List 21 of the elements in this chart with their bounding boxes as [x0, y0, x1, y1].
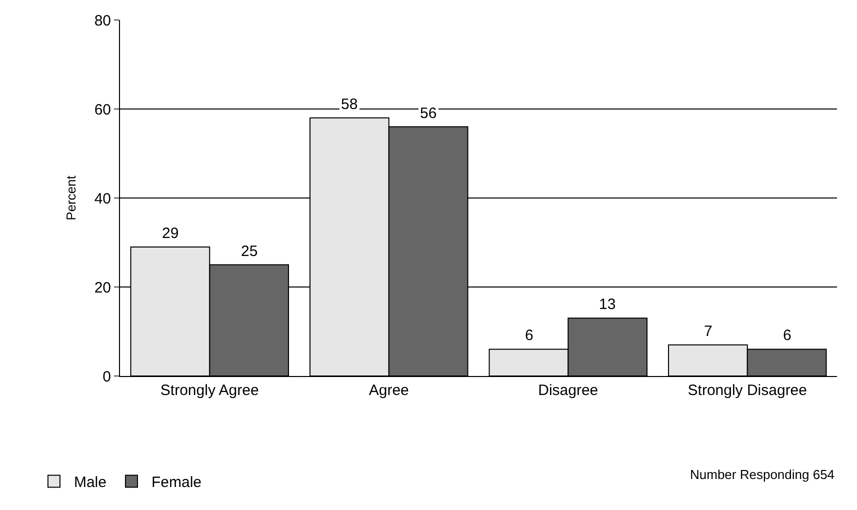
legend-label: Female: [151, 474, 202, 492]
y-tick-label: 20: [94, 279, 111, 296]
data-label: 25: [241, 243, 258, 260]
data-label: 7: [704, 323, 712, 340]
text: Number Responding 654: [690, 467, 835, 482]
x-tick-label: Agree: [368, 382, 409, 399]
data-label: 6: [783, 327, 792, 344]
x-tick-label: Strongly Disagree: [688, 382, 807, 399]
data-label: 6: [525, 327, 534, 344]
y-tick-label: 40: [94, 190, 111, 208]
data-label: 58: [341, 96, 358, 113]
legend-label: Male: [74, 474, 106, 492]
data-label: 56: [420, 105, 437, 122]
data-label: 13: [599, 296, 616, 313]
y-tick-label: 80: [94, 12, 111, 30]
x-tick-label: Disagree: [538, 382, 598, 399]
y-axis-title: Percent: [63, 175, 78, 220]
data-label: 29: [162, 225, 179, 242]
x-tick-label: Strongly Agree: [160, 382, 259, 399]
y-tick-label: 0: [102, 368, 111, 386]
y-tick-label: 60: [94, 101, 111, 118]
